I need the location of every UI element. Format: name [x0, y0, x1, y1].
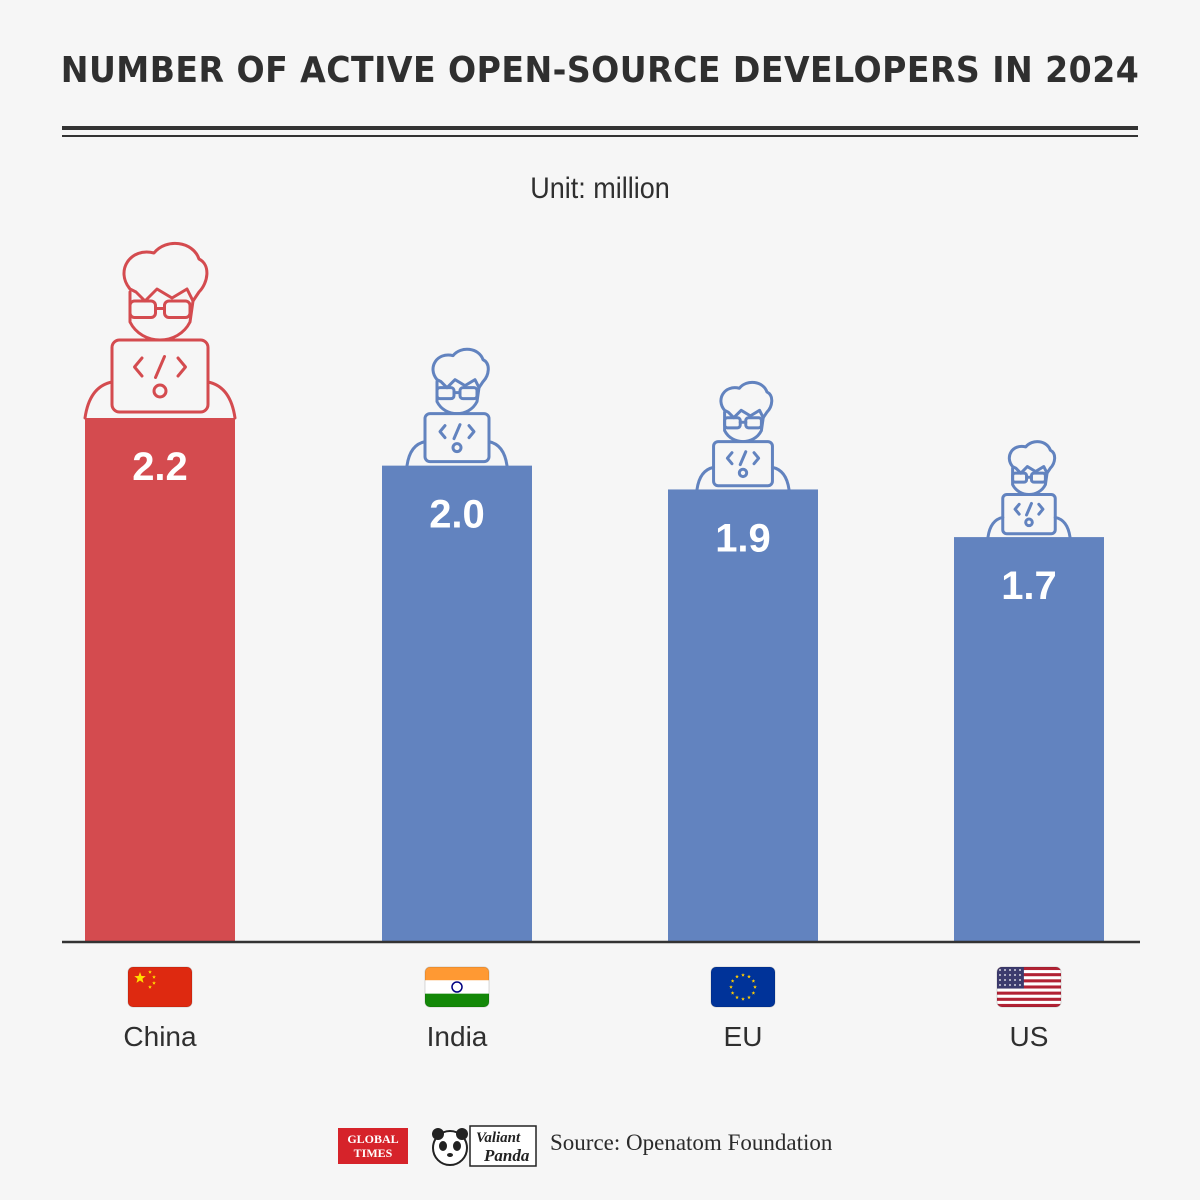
- chart-title: NUMBER OF ACTIVE OPEN-SOURCE DEVELOPERS …: [60, 50, 1140, 91]
- bar-china: [85, 418, 235, 942]
- title-divider-thin: [62, 135, 1138, 137]
- category-label: US: [1010, 1021, 1049, 1052]
- us-flag-icon: [996, 966, 1062, 1008]
- bar-india: [382, 465, 532, 942]
- developer-icon: [405, 347, 509, 468]
- bar-value-label: 2.2: [132, 445, 188, 489]
- footer: GLOBAL TIMES Valiant Panda Source: Opena…: [0, 1124, 1200, 1168]
- logo-text-valiant: Valiant: [476, 1130, 521, 1146]
- logo-text-line1: GLOBAL: [347, 1132, 399, 1146]
- valiant-panda-logo: Valiant Panda: [432, 1125, 537, 1167]
- bar-value-label: 2.0: [429, 493, 485, 537]
- logo-text-line2: TIMES: [353, 1146, 393, 1160]
- source-note: Source: Openatom Foundation: [550, 1130, 833, 1155]
- eu-flag-icon: [710, 966, 776, 1008]
- developer-icon: [83, 241, 237, 420]
- china-flag-icon: [127, 966, 193, 1008]
- logo-text-panda: Panda: [483, 1146, 530, 1165]
- developer-icon: [986, 440, 1072, 539]
- bar-chart: 2.2 China 2.0 India 1.9 EU 1.7 US: [62, 241, 1140, 1052]
- category-label: EU: [724, 1021, 763, 1052]
- developer-icon: [695, 380, 791, 491]
- bar-eu: [668, 489, 818, 942]
- bar-us: [954, 537, 1104, 942]
- category-label: India: [427, 1021, 488, 1052]
- bar-value-label: 1.7: [1001, 564, 1057, 608]
- title-divider-thick: [62, 126, 1138, 130]
- category-label: China: [123, 1021, 197, 1052]
- global-times-logo: GLOBAL TIMES: [338, 1128, 408, 1164]
- bar-value-label: 1.9: [715, 516, 771, 560]
- unit-label: Unit: million: [530, 172, 670, 205]
- india-flag-icon: [424, 966, 490, 1008]
